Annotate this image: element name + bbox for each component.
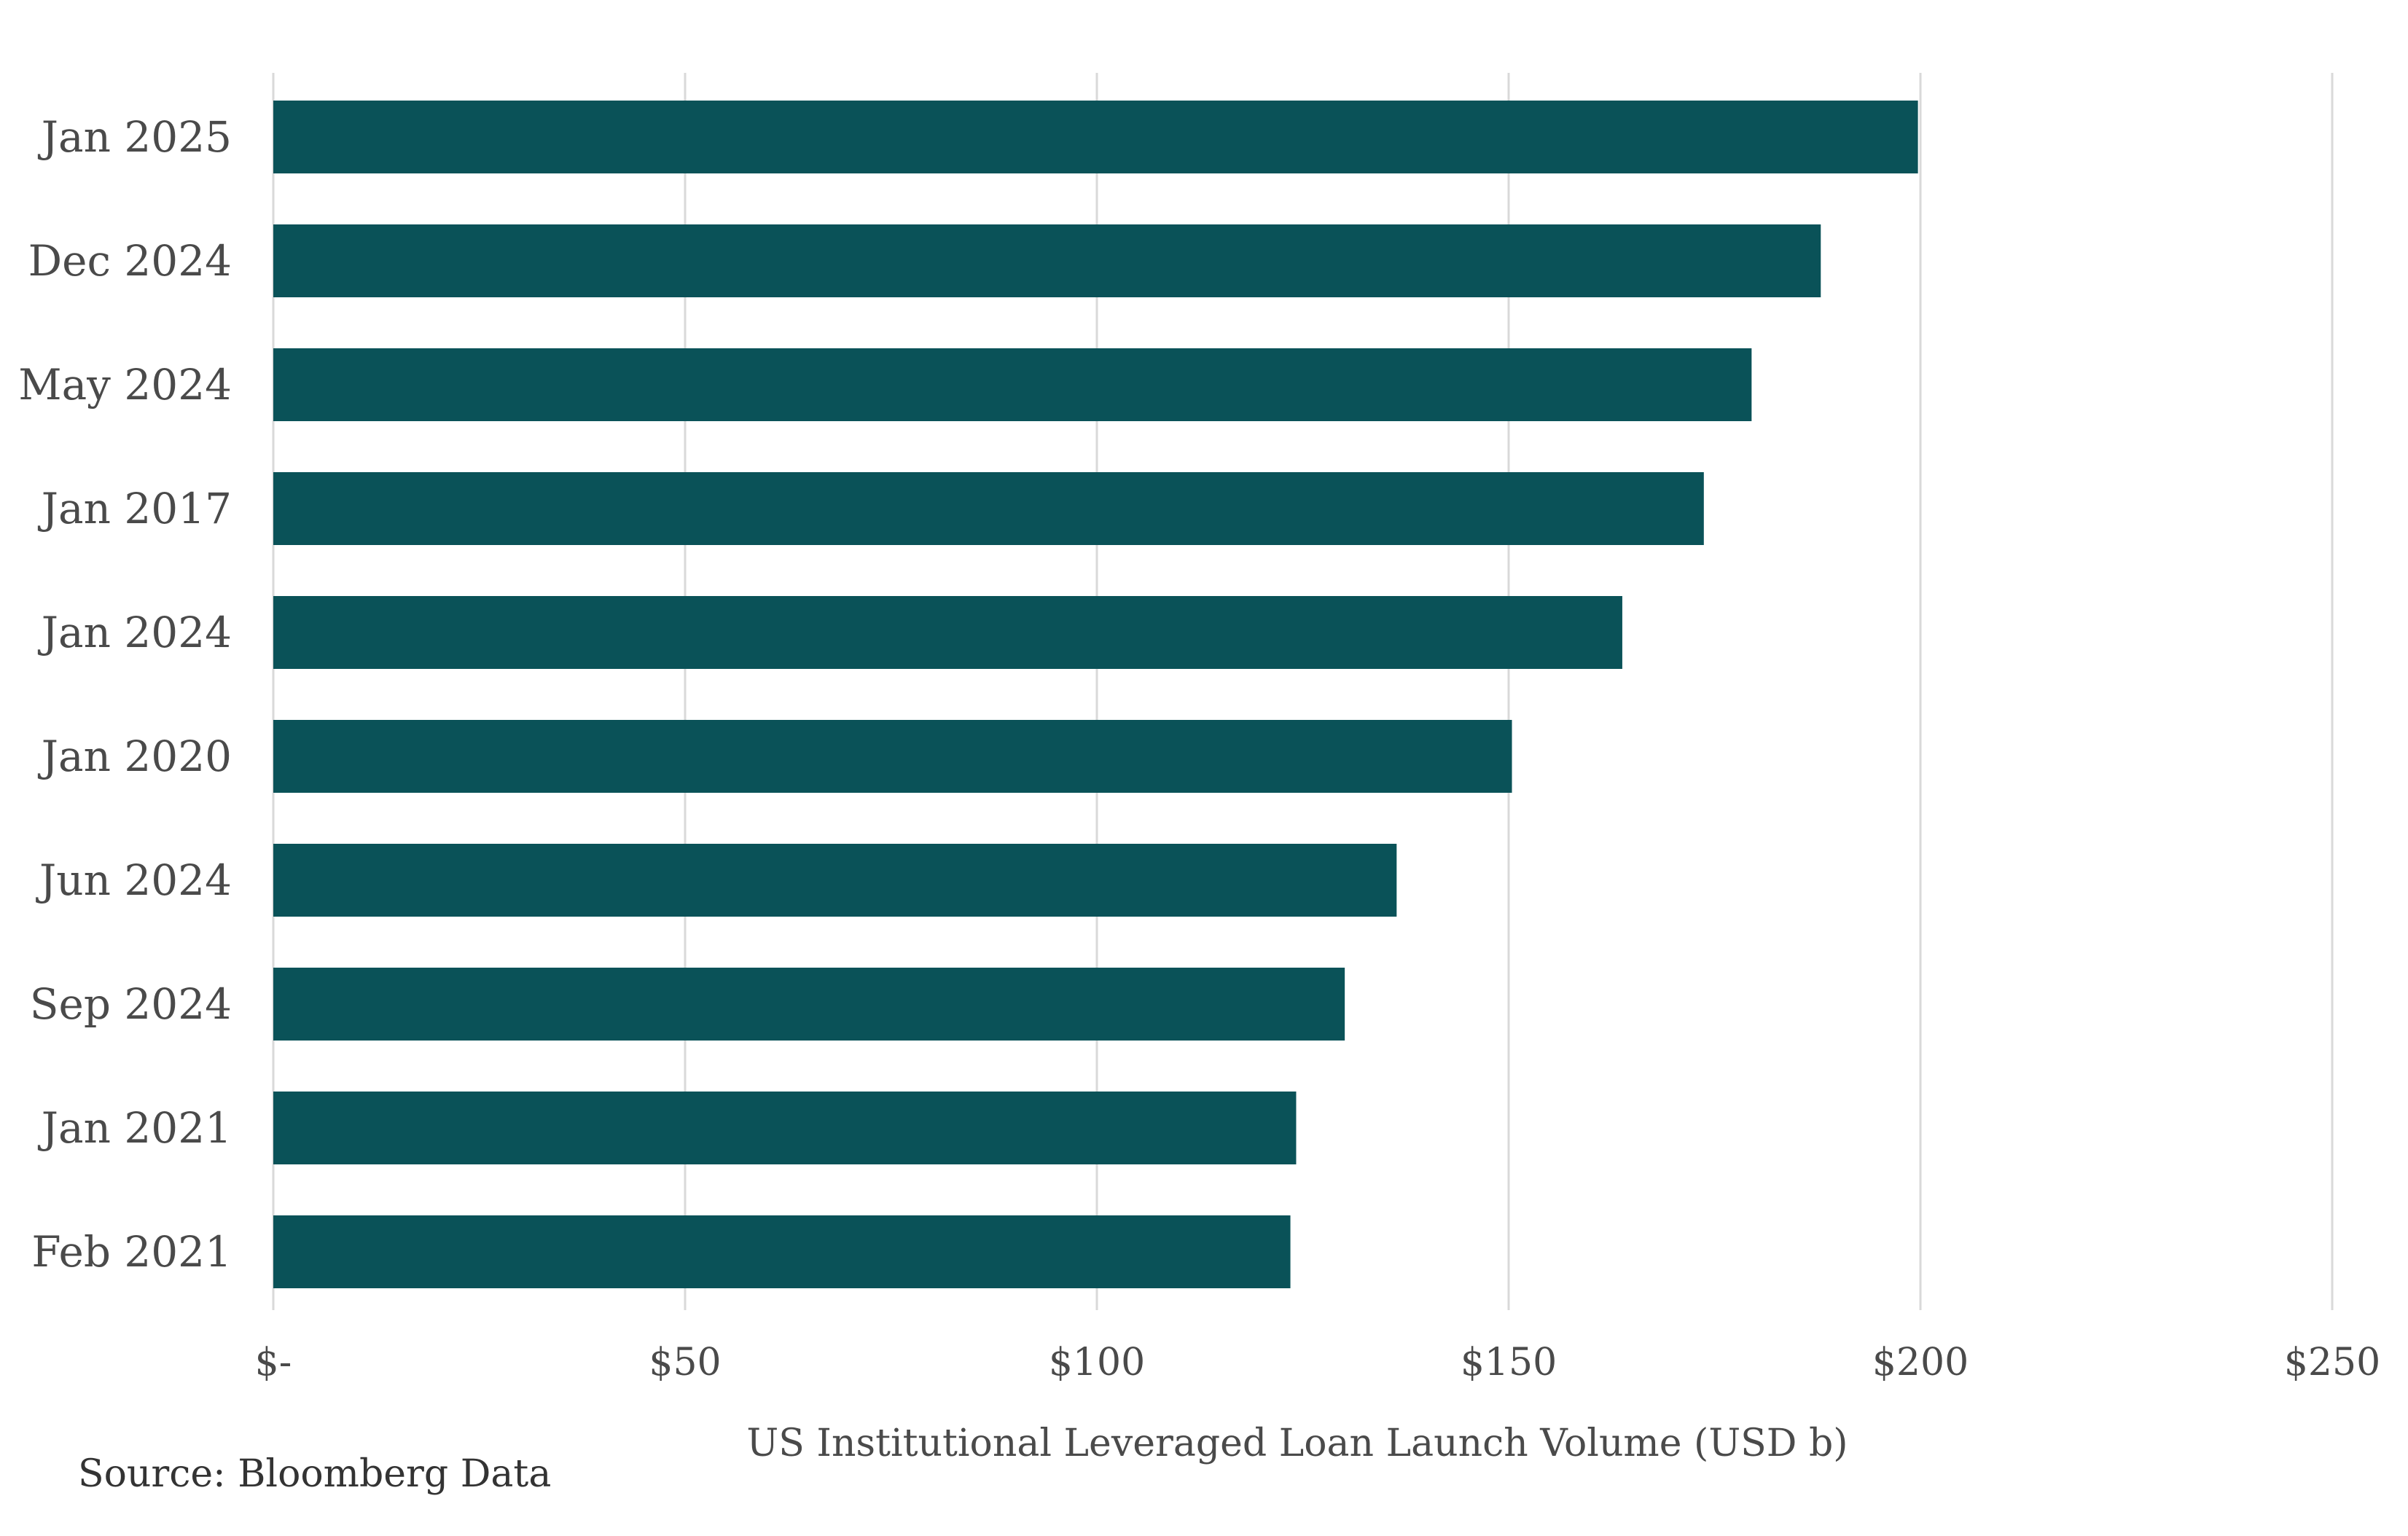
bar: [273, 968, 1345, 1041]
category-label: Jan 2021: [38, 1103, 232, 1153]
x-tick-label: $-: [255, 1341, 292, 1384]
x-tick-label: $200: [1872, 1341, 1969, 1384]
x-tick-label: $150: [1461, 1341, 1557, 1384]
category-label: Jan 2025: [38, 112, 232, 162]
category-label: Jan 2020: [38, 732, 232, 781]
category-label: Feb 2021: [31, 1227, 232, 1277]
category-label: Jun 2024: [36, 855, 232, 905]
category-label: Jan 2017: [38, 484, 232, 533]
x-tick-label: $50: [649, 1341, 721, 1384]
bar: [273, 720, 1512, 793]
bar: [273, 1215, 1291, 1288]
bar: [273, 596, 1622, 669]
bar: [273, 101, 1918, 173]
bar: [273, 844, 1397, 917]
category-label: Dec 2024: [28, 236, 232, 286]
bar: [273, 348, 1752, 421]
source-note: Source: Bloomberg Data: [78, 1452, 551, 1496]
bar: [273, 1092, 1297, 1164]
x-tick-labels: $- $50 $100 $150 $200 $250: [255, 1341, 2381, 1384]
category-label: May 2024: [18, 360, 232, 410]
category-label: Jan 2024: [38, 608, 232, 657]
bars: [273, 101, 1918, 1288]
category-label: Sep 2024: [30, 979, 232, 1029]
x-tick-label: $250: [2284, 1341, 2380, 1384]
category-labels: Jan 2025 Dec 2024 May 2024 Jan 2017 Jan 2024…: [18, 112, 232, 1277]
bar: [273, 224, 1821, 297]
x-axis-title: US Institutional Leveraged Loan Launch V…: [746, 1422, 1848, 1465]
x-tick-label: $100: [1049, 1341, 1145, 1384]
bar: [273, 472, 1704, 545]
